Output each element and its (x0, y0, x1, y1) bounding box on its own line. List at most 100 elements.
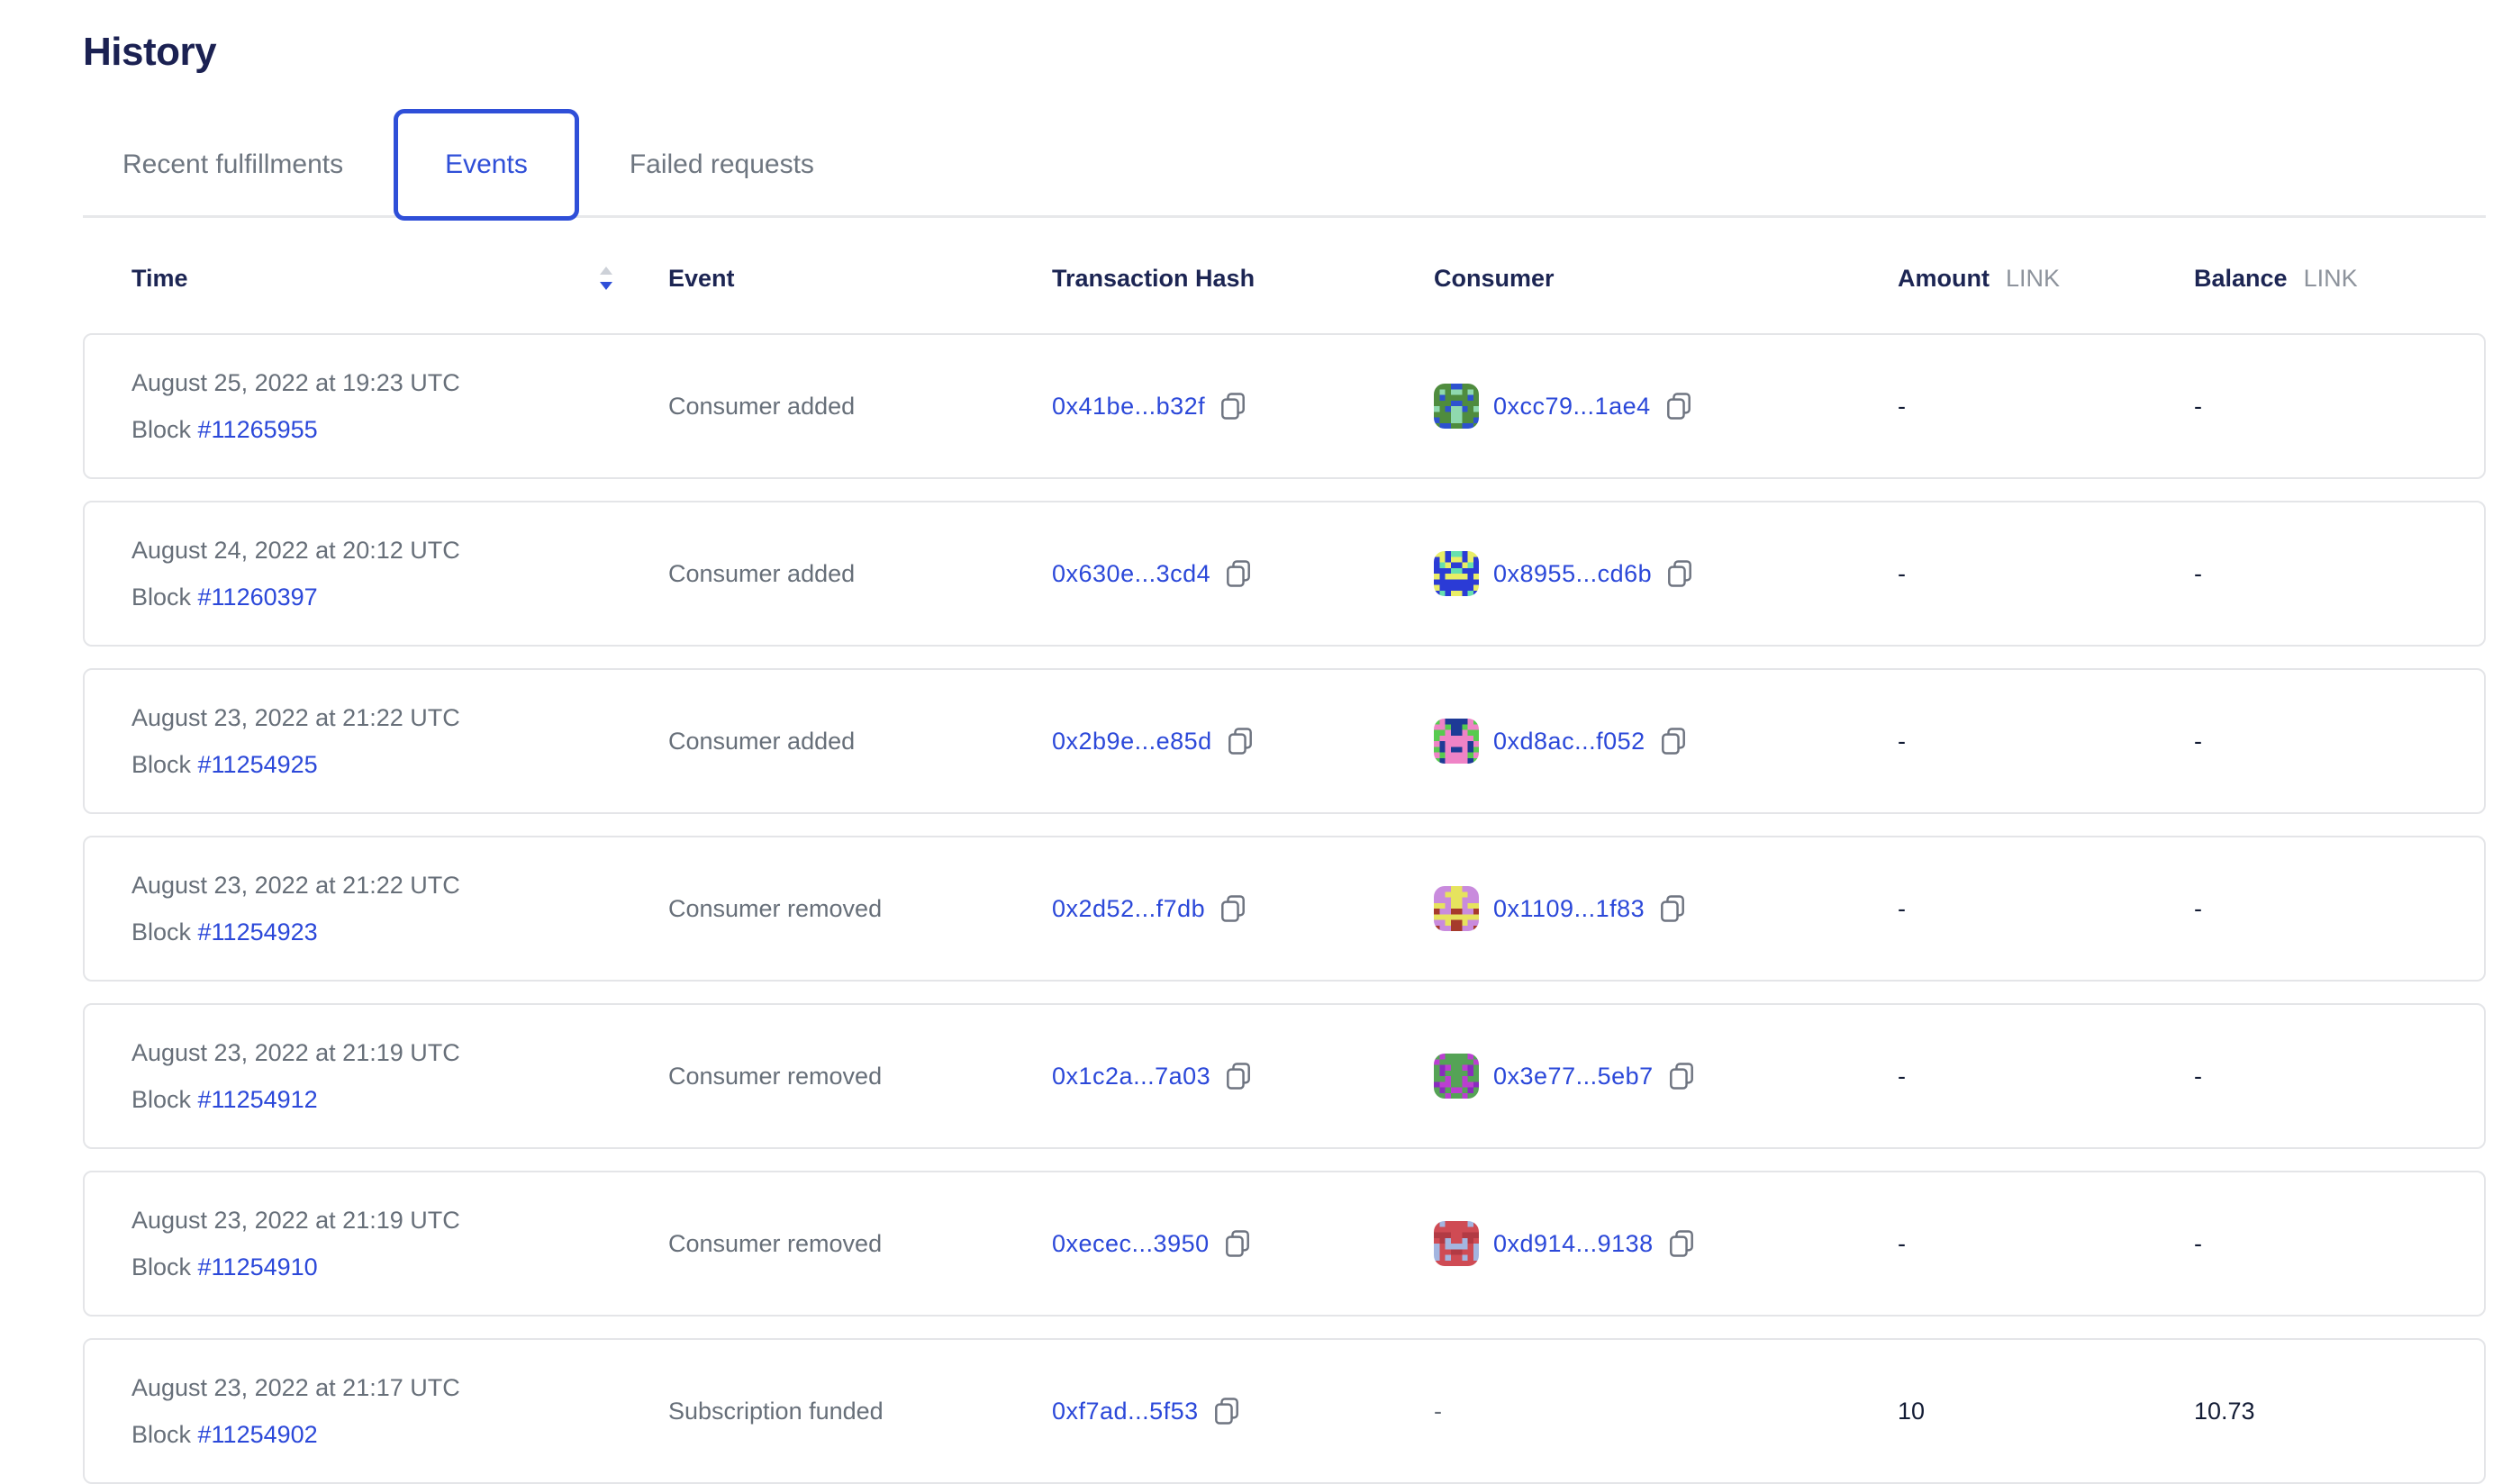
transaction-hash-link[interactable]: 0xecec...3950 (1052, 1229, 1210, 1257)
event-type: Consumer added (668, 727, 856, 755)
amount-value: - (1898, 1229, 1906, 1257)
block-number-link[interactable]: #11254912 (197, 1086, 318, 1113)
block-number-link[interactable]: #11254923 (197, 918, 318, 946)
event-timestamp: August 23, 2022 at 21:17 UTC (131, 1374, 460, 1401)
time-cell: August 23, 2022 at 21:22 UTC Block #1125… (131, 862, 668, 955)
amount-value: 10 (1898, 1397, 1926, 1425)
sort-descending-icon[interactable] (594, 263, 618, 294)
copy-icon (1666, 393, 1691, 420)
consumer-address-link[interactable]: 0x3e77...5eb7 (1493, 1062, 1654, 1090)
copy-transaction-hash-button[interactable] (1225, 559, 1252, 588)
copy-icon (1227, 560, 1251, 587)
column-header-time[interactable]: Time (131, 263, 668, 294)
consumer-identicon (1434, 719, 1479, 764)
copy-icon (1221, 393, 1246, 420)
copy-transaction-hash-button[interactable] (1219, 894, 1246, 923)
block-label: Block (131, 1253, 198, 1280)
copy-icon (1668, 560, 1692, 587)
consumer-address-link[interactable]: 0xcc79...1ae4 (1493, 392, 1651, 420)
event-timestamp: August 23, 2022 at 21:22 UTC (131, 872, 460, 899)
event-type: Consumer removed (668, 1062, 883, 1090)
copy-transaction-hash-button[interactable] (1224, 1229, 1251, 1258)
event-type: Consumer removed (668, 894, 883, 922)
consumer-empty-dash: - (1434, 1397, 1442, 1425)
block-number-link[interactable]: #11254925 (197, 751, 318, 778)
block-line: Block #11254902 (131, 1411, 668, 1458)
consumer-cell: - (1434, 1398, 1898, 1425)
copy-transaction-hash-button[interactable] (1219, 392, 1246, 421)
amount-value: - (1898, 894, 1906, 922)
tab-recent-fulfillments[interactable]: Recent fulfillments (83, 109, 383, 221)
block-label: Block (131, 918, 198, 946)
block-label: Block (131, 584, 198, 611)
copy-consumer-address-button[interactable] (1666, 559, 1693, 588)
block-line: Block #11254925 (131, 741, 668, 788)
copy-transaction-hash-button[interactable] (1213, 1397, 1240, 1425)
block-number-link[interactable]: #11254910 (197, 1253, 318, 1280)
consumer-address-link[interactable]: 0xd914...9138 (1493, 1229, 1654, 1257)
column-header-transaction-hash: Transaction Hash (1052, 264, 1256, 292)
consumer-cell: 0x3e77...5eb7 (1434, 1054, 1898, 1099)
balance-value: - (2194, 727, 2202, 755)
consumer-cell: 0xd914...9138 (1434, 1221, 1898, 1266)
copy-consumer-address-button[interactable] (1659, 894, 1686, 923)
amount-unit-label: LINK (2005, 264, 2061, 292)
copy-icon (1661, 728, 1685, 755)
balance-value: - (2194, 894, 2202, 922)
balance-unit-label: LINK (2303, 264, 2358, 292)
table-row: August 23, 2022 at 21:17 UTC Block #1125… (83, 1338, 2486, 1484)
transaction-hash-link[interactable]: 0xf7ad...5f53 (1052, 1397, 1199, 1425)
transaction-hash-link[interactable]: 0x2d52...f7db (1052, 894, 1206, 922)
amount-value: - (1898, 1062, 1906, 1090)
copy-consumer-address-button[interactable] (1668, 1062, 1695, 1090)
block-number-link[interactable]: #11265955 (197, 416, 318, 443)
block-label: Block (131, 1421, 198, 1448)
copy-icon (1661, 895, 1685, 922)
consumer-address-link[interactable]: 0xd8ac...f052 (1493, 727, 1645, 755)
transaction-hash-link[interactable]: 0x41be...b32f (1052, 392, 1206, 420)
copy-consumer-address-button[interactable] (1660, 727, 1687, 756)
consumer-address-link[interactable]: 0x1109...1f83 (1493, 894, 1645, 922)
consumer-identicon (1434, 384, 1479, 429)
consumer-cell: 0xd8ac...f052 (1434, 719, 1898, 764)
copy-transaction-hash-button[interactable] (1225, 1062, 1252, 1090)
block-line: Block #11254910 (131, 1244, 668, 1290)
consumer-identicon (1434, 886, 1479, 931)
consumer-address-link[interactable]: 0x8955...cd6b (1493, 559, 1653, 587)
block-number-link[interactable]: #11254902 (197, 1421, 318, 1448)
transaction-hash-cell: 0xecec...3950 (1052, 1229, 1434, 1258)
event-type: Consumer removed (668, 1229, 883, 1257)
column-header-consumer: Consumer (1434, 264, 1555, 292)
consumer-cell: 0x8955...cd6b (1434, 551, 1898, 596)
time-cell: August 24, 2022 at 20:12 UTC Block #1126… (131, 527, 668, 620)
consumer-identicon (1434, 551, 1479, 596)
table-row: August 25, 2022 at 19:23 UTC Block #1126… (83, 333, 2486, 479)
transaction-hash-cell: 0xf7ad...5f53 (1052, 1397, 1434, 1425)
transaction-hash-cell: 0x1c2a...7a03 (1052, 1062, 1434, 1090)
balance-value: - (2194, 392, 2202, 420)
copy-icon (1214, 1398, 1238, 1425)
time-cell: August 23, 2022 at 21:19 UTC Block #1125… (131, 1029, 668, 1123)
copy-transaction-hash-button[interactable] (1227, 727, 1254, 756)
amount-value: - (1898, 727, 1906, 755)
transaction-hash-link[interactable]: 0x630e...3cd4 (1052, 559, 1211, 587)
copy-icon (1669, 1230, 1693, 1257)
event-timestamp: August 23, 2022 at 21:19 UTC (131, 1207, 460, 1234)
tab-failed-requests[interactable]: Failed requests (590, 109, 854, 221)
copy-icon (1225, 1230, 1249, 1257)
transaction-hash-cell: 0x2d52...f7db (1052, 894, 1434, 923)
transaction-hash-link[interactable]: 0x1c2a...7a03 (1052, 1062, 1211, 1090)
copy-consumer-address-button[interactable] (1668, 1229, 1695, 1258)
tab-events[interactable]: Events (394, 109, 579, 221)
column-header-amount: Amount LINK (1898, 265, 2194, 293)
block-number-link[interactable]: #11260397 (197, 584, 318, 611)
table-row: August 23, 2022 at 21:22 UTC Block #1125… (83, 836, 2486, 982)
copy-consumer-address-button[interactable] (1665, 392, 1692, 421)
balance-value: - (2194, 1062, 2202, 1090)
block-line: Block #11254923 (131, 909, 668, 955)
copy-icon (1669, 1063, 1693, 1090)
event-timestamp: August 25, 2022 at 19:23 UTC (131, 369, 460, 396)
event-timestamp: August 24, 2022 at 20:12 UTC (131, 537, 460, 564)
block-label: Block (131, 416, 198, 443)
transaction-hash-link[interactable]: 0x2b9e...e85d (1052, 727, 1212, 755)
